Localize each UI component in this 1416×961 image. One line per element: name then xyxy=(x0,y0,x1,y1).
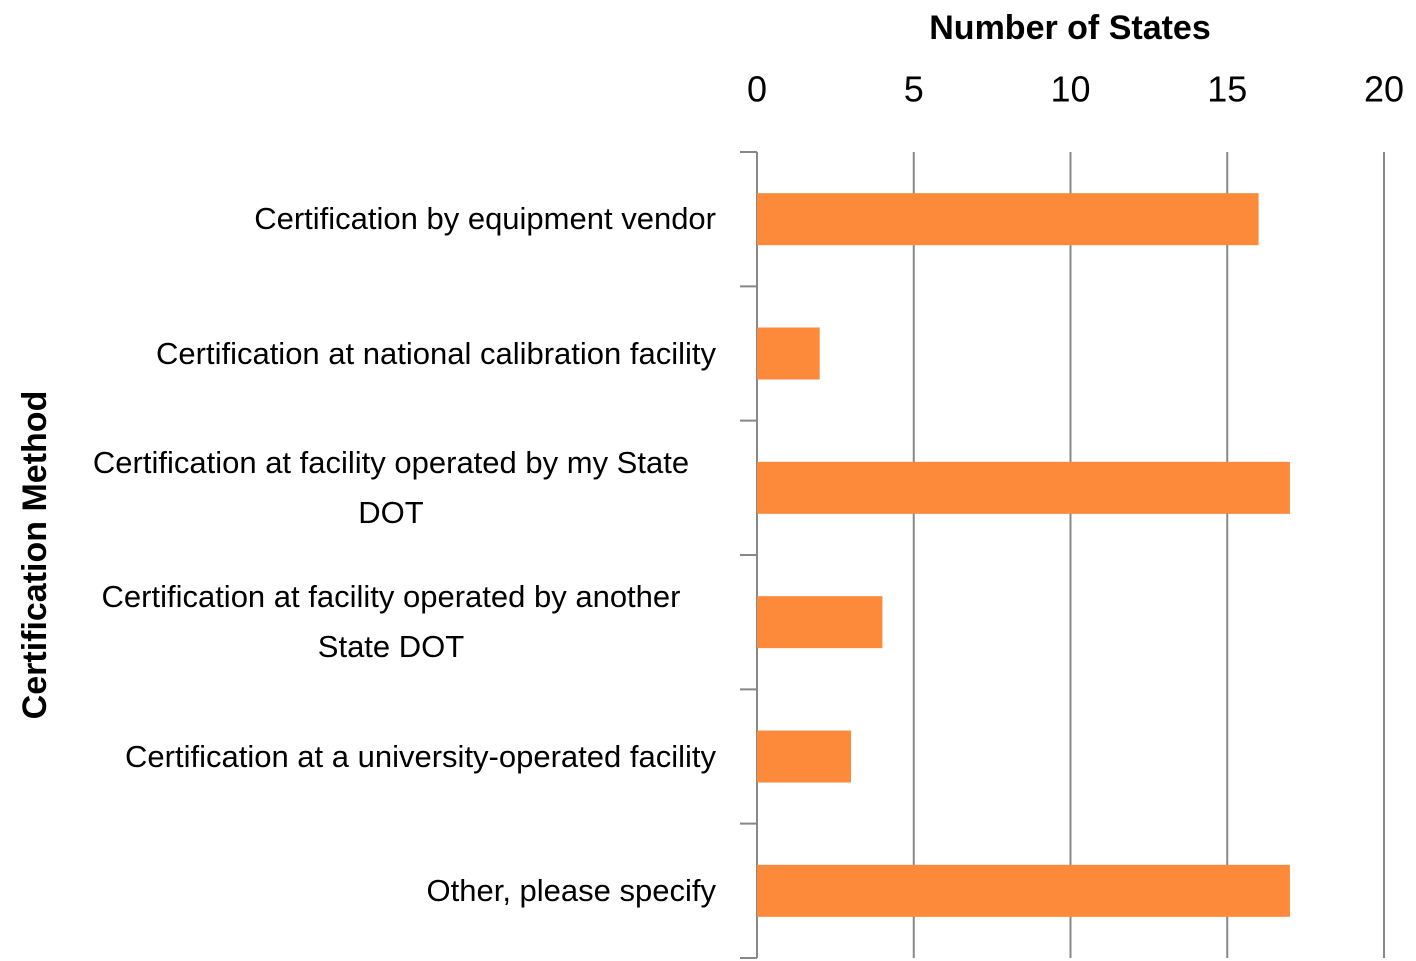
y-axis-title: Certification Method xyxy=(16,391,54,720)
bar xyxy=(757,730,852,783)
bar xyxy=(757,327,820,380)
x-axis-title: Number of States xyxy=(929,9,1211,47)
y-tick-label: Certification by equipment vendor xyxy=(254,201,716,237)
x-tick-label: 15 xyxy=(1207,69,1247,110)
bar xyxy=(757,864,1290,917)
x-tick-label: 0 xyxy=(747,69,767,110)
y-tick-label: Certification at national calibration fa… xyxy=(156,335,716,371)
y-tick-label: Other, please specify xyxy=(426,872,717,908)
x-tick-label: 10 xyxy=(1050,69,1090,110)
y-tick-label: Certification at a university-operated f… xyxy=(125,738,716,774)
y-tick-label: Certification at facility operated by my… xyxy=(92,444,690,530)
bar xyxy=(757,193,1259,246)
bar xyxy=(757,461,1290,514)
bar xyxy=(757,596,883,649)
y-tick-label: Certification at facility operated by an… xyxy=(101,579,681,665)
x-tick-label: 20 xyxy=(1364,69,1404,110)
x-tick-label: 5 xyxy=(904,69,924,110)
